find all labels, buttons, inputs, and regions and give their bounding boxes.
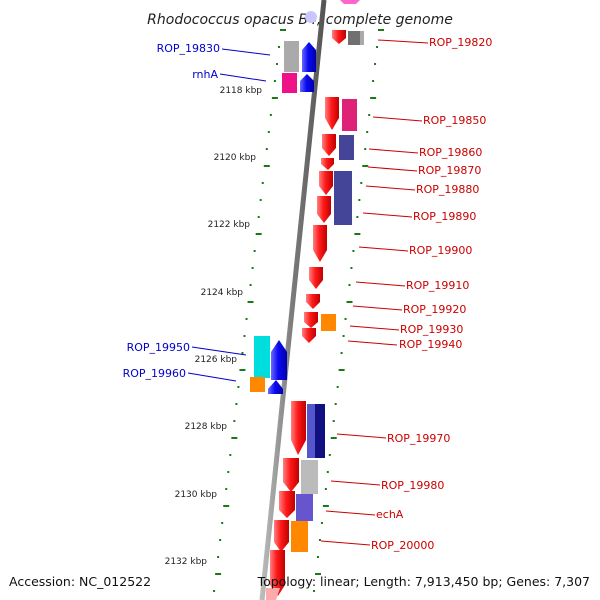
cds-arrow-forward[interactable]: [271, 340, 287, 380]
feature-box-grey[interactable]: [301, 460, 318, 494]
cds-arrow-forward[interactable]: [302, 42, 316, 72]
gene-label-reverse[interactable]: ROP_19860: [419, 146, 482, 159]
cds-arrow-reverse[interactable]: [313, 225, 327, 262]
cds-arrow-reverse[interactable]: [302, 328, 316, 343]
tick-tracks: [213, 29, 384, 592]
tick-label: 2126 kbp: [195, 355, 238, 365]
gene-label-reverse[interactable]: echA: [376, 508, 404, 521]
gene-label-forward[interactable]: ROP_19960: [123, 367, 186, 380]
label-connector: [372, 116, 423, 122]
feature-box-navy[interactable]: [334, 171, 352, 225]
tick-label: 2120 kbp: [214, 153, 257, 163]
feature-box-magenta[interactable]: [342, 99, 357, 131]
cds-arrow-reverse[interactable]: [322, 134, 336, 156]
feature-box-purple[interactable]: [307, 404, 315, 458]
label-connector: [320, 540, 371, 546]
gene-label-forward[interactable]: ROP_19830: [157, 42, 220, 55]
feature-box-pink[interactable]: [282, 73, 297, 93]
gene-label-forward[interactable]: ROP_19950: [127, 341, 190, 354]
gene-label-reverse[interactable]: ROP_20000: [371, 539, 434, 552]
tick-label: 2130 kbp: [175, 490, 218, 500]
feature-box-purple[interactable]: [296, 494, 313, 521]
feature-box-orange[interactable]: [250, 377, 265, 392]
genome-summary-text: Topology: linear; Length: 7,913,450 bp; …: [257, 574, 590, 589]
label-connector: [191, 346, 247, 356]
cds-arrow-reverse[interactable]: [306, 294, 320, 309]
cds-arrow-forward[interactable]: [300, 74, 314, 92]
label-connector: [355, 281, 406, 287]
genome-title: Rhodococcus opacus B4, complete genome: [147, 12, 453, 28]
feature-box-grey[interactable]: [360, 31, 364, 45]
gene-label-reverse[interactable]: ROP_19920: [403, 303, 466, 316]
cds-arrow-reverse[interactable]: [283, 458, 299, 492]
cds-arrow-reverse[interactable]: [279, 491, 295, 518]
genome-backbone: [259, 0, 327, 600]
label-connector: [349, 325, 400, 331]
label-connector: [362, 212, 413, 218]
cds-arrow-pink: [266, 588, 280, 600]
tick-label: 2122 kbp: [208, 220, 251, 230]
label-connector: [358, 246, 409, 252]
tick-label: 2118 kbp: [220, 86, 263, 96]
feature-box-grey[interactable]: [348, 31, 361, 45]
cds-arrow-reverse[interactable]: [304, 312, 318, 328]
gene-label-reverse[interactable]: ROP_19980: [381, 479, 444, 492]
label-connector: [367, 166, 418, 172]
cds-arrow-forward[interactable]: [268, 380, 283, 394]
feature-box-orange[interactable]: [321, 314, 336, 331]
gene-label-reverse[interactable]: ROP_19900: [409, 244, 472, 257]
tick-labels: 2118 kbp 2120 kbp 2122 kbp 2124 kbp 2126…: [165, 86, 263, 567]
label-connector: [365, 185, 416, 191]
feature-box-grey[interactable]: [284, 41, 299, 72]
reverse-gene-labels: ROP_19820 ROP_19850 ROP_19860 ROP_19870 …: [320, 36, 492, 552]
cds-arrow-reverse[interactable]: [270, 550, 285, 596]
gene-label-forward[interactable]: rnhA: [192, 68, 218, 81]
cds-arrow-reverse[interactable]: [309, 267, 323, 289]
forward-gene-labels: ROP_19830 rnhA ROP_19950 ROP_19960: [123, 42, 271, 382]
label-connector: [352, 305, 403, 311]
gene-label-reverse[interactable]: ROP_19970: [387, 432, 450, 445]
cds-arrow-reverse[interactable]: [319, 171, 333, 195]
label-connector: [330, 480, 381, 486]
label-connector: [347, 340, 398, 346]
gene-label-reverse[interactable]: ROP_19820: [429, 36, 492, 49]
cds-arrow-reverse[interactable]: [317, 196, 331, 223]
label-connector: [221, 48, 271, 56]
label-connector: [336, 433, 387, 439]
tick-label: 2132 kbp: [165, 557, 208, 567]
cds-arrow-reverse[interactable]: [325, 97, 339, 130]
label-connector: [368, 148, 419, 154]
feature-box-navy[interactable]: [339, 135, 354, 160]
gene-label-reverse[interactable]: ROP_19940: [399, 338, 462, 351]
feature-box-cyan[interactable]: [254, 336, 270, 378]
label-connector: [219, 73, 267, 82]
label-connector: [377, 39, 429, 44]
gene-label-reverse[interactable]: ROP_19880: [416, 183, 479, 196]
label-connector: [187, 372, 237, 382]
tick-label: 2128 kbp: [185, 422, 228, 432]
cds-arrow-reverse[interactable]: [291, 401, 306, 455]
cds-arrow-pink: [340, 0, 360, 4]
cds-features: [250, 0, 364, 600]
accession-text: Accession: NC_012522: [9, 574, 151, 589]
feature-dot: [305, 11, 317, 23]
gene-label-reverse[interactable]: ROP_19890: [413, 210, 476, 223]
label-connector: [325, 510, 376, 516]
cds-arrow-reverse[interactable]: [321, 158, 334, 170]
gene-label-reverse[interactable]: ROP_19930: [400, 323, 463, 336]
feature-box-orange[interactable]: [291, 521, 308, 552]
cds-arrow-reverse[interactable]: [332, 30, 346, 44]
cds-arrow-reverse[interactable]: [274, 520, 289, 552]
gene-label-reverse[interactable]: ROP_19850: [423, 114, 486, 127]
gene-label-reverse[interactable]: ROP_19870: [418, 164, 481, 177]
gene-label-reverse[interactable]: ROP_19910: [406, 279, 469, 292]
tick-label: 2124 kbp: [201, 288, 244, 298]
